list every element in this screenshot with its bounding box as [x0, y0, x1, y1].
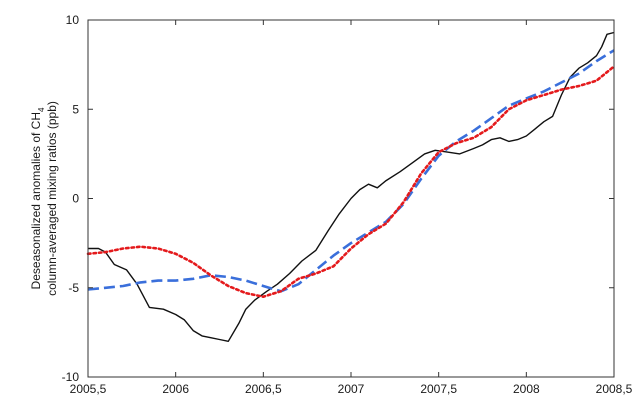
series-layer	[86, 31, 616, 342]
y-tick-label: 5	[72, 102, 79, 116]
x-tick-label: 2006	[162, 382, 189, 396]
x-tick-label: 2007	[338, 382, 365, 396]
y-axis-label-line2: column-averaged mixing ratios (ppb)	[45, 101, 59, 296]
y-axis-label-subscript: 4	[37, 107, 46, 112]
x-tick-label: 2006,5	[245, 382, 282, 396]
y-axis-label: Deseasonalized anomalies of CH4 column-a…	[29, 101, 59, 296]
y-tick-label: -5	[68, 281, 79, 295]
x-tick-label: 2007,5	[420, 382, 457, 396]
x-tick-label: 2008	[513, 382, 540, 396]
series-solid-line	[88, 31, 615, 342]
y-tick-label: 0	[72, 192, 79, 206]
y-tick-label: -10	[62, 370, 80, 384]
y-axis-label-line1: Deseasonalized anomalies of CH4	[29, 107, 46, 289]
y-axis-label-main: Deseasonalized anomalies of CH	[29, 112, 43, 289]
x-tick-label: 2008,5	[596, 382, 633, 396]
ticks-layer: 2005,5 2006 2006,5 2007 2007,5 2008 2008,5 -10 -…	[62, 13, 633, 396]
x-tick-label: 2005,5	[70, 382, 107, 396]
series-dashed-line	[87, 49, 615, 293]
series-dotted-line	[86, 65, 616, 298]
y-tick-label: 10	[66, 13, 80, 27]
